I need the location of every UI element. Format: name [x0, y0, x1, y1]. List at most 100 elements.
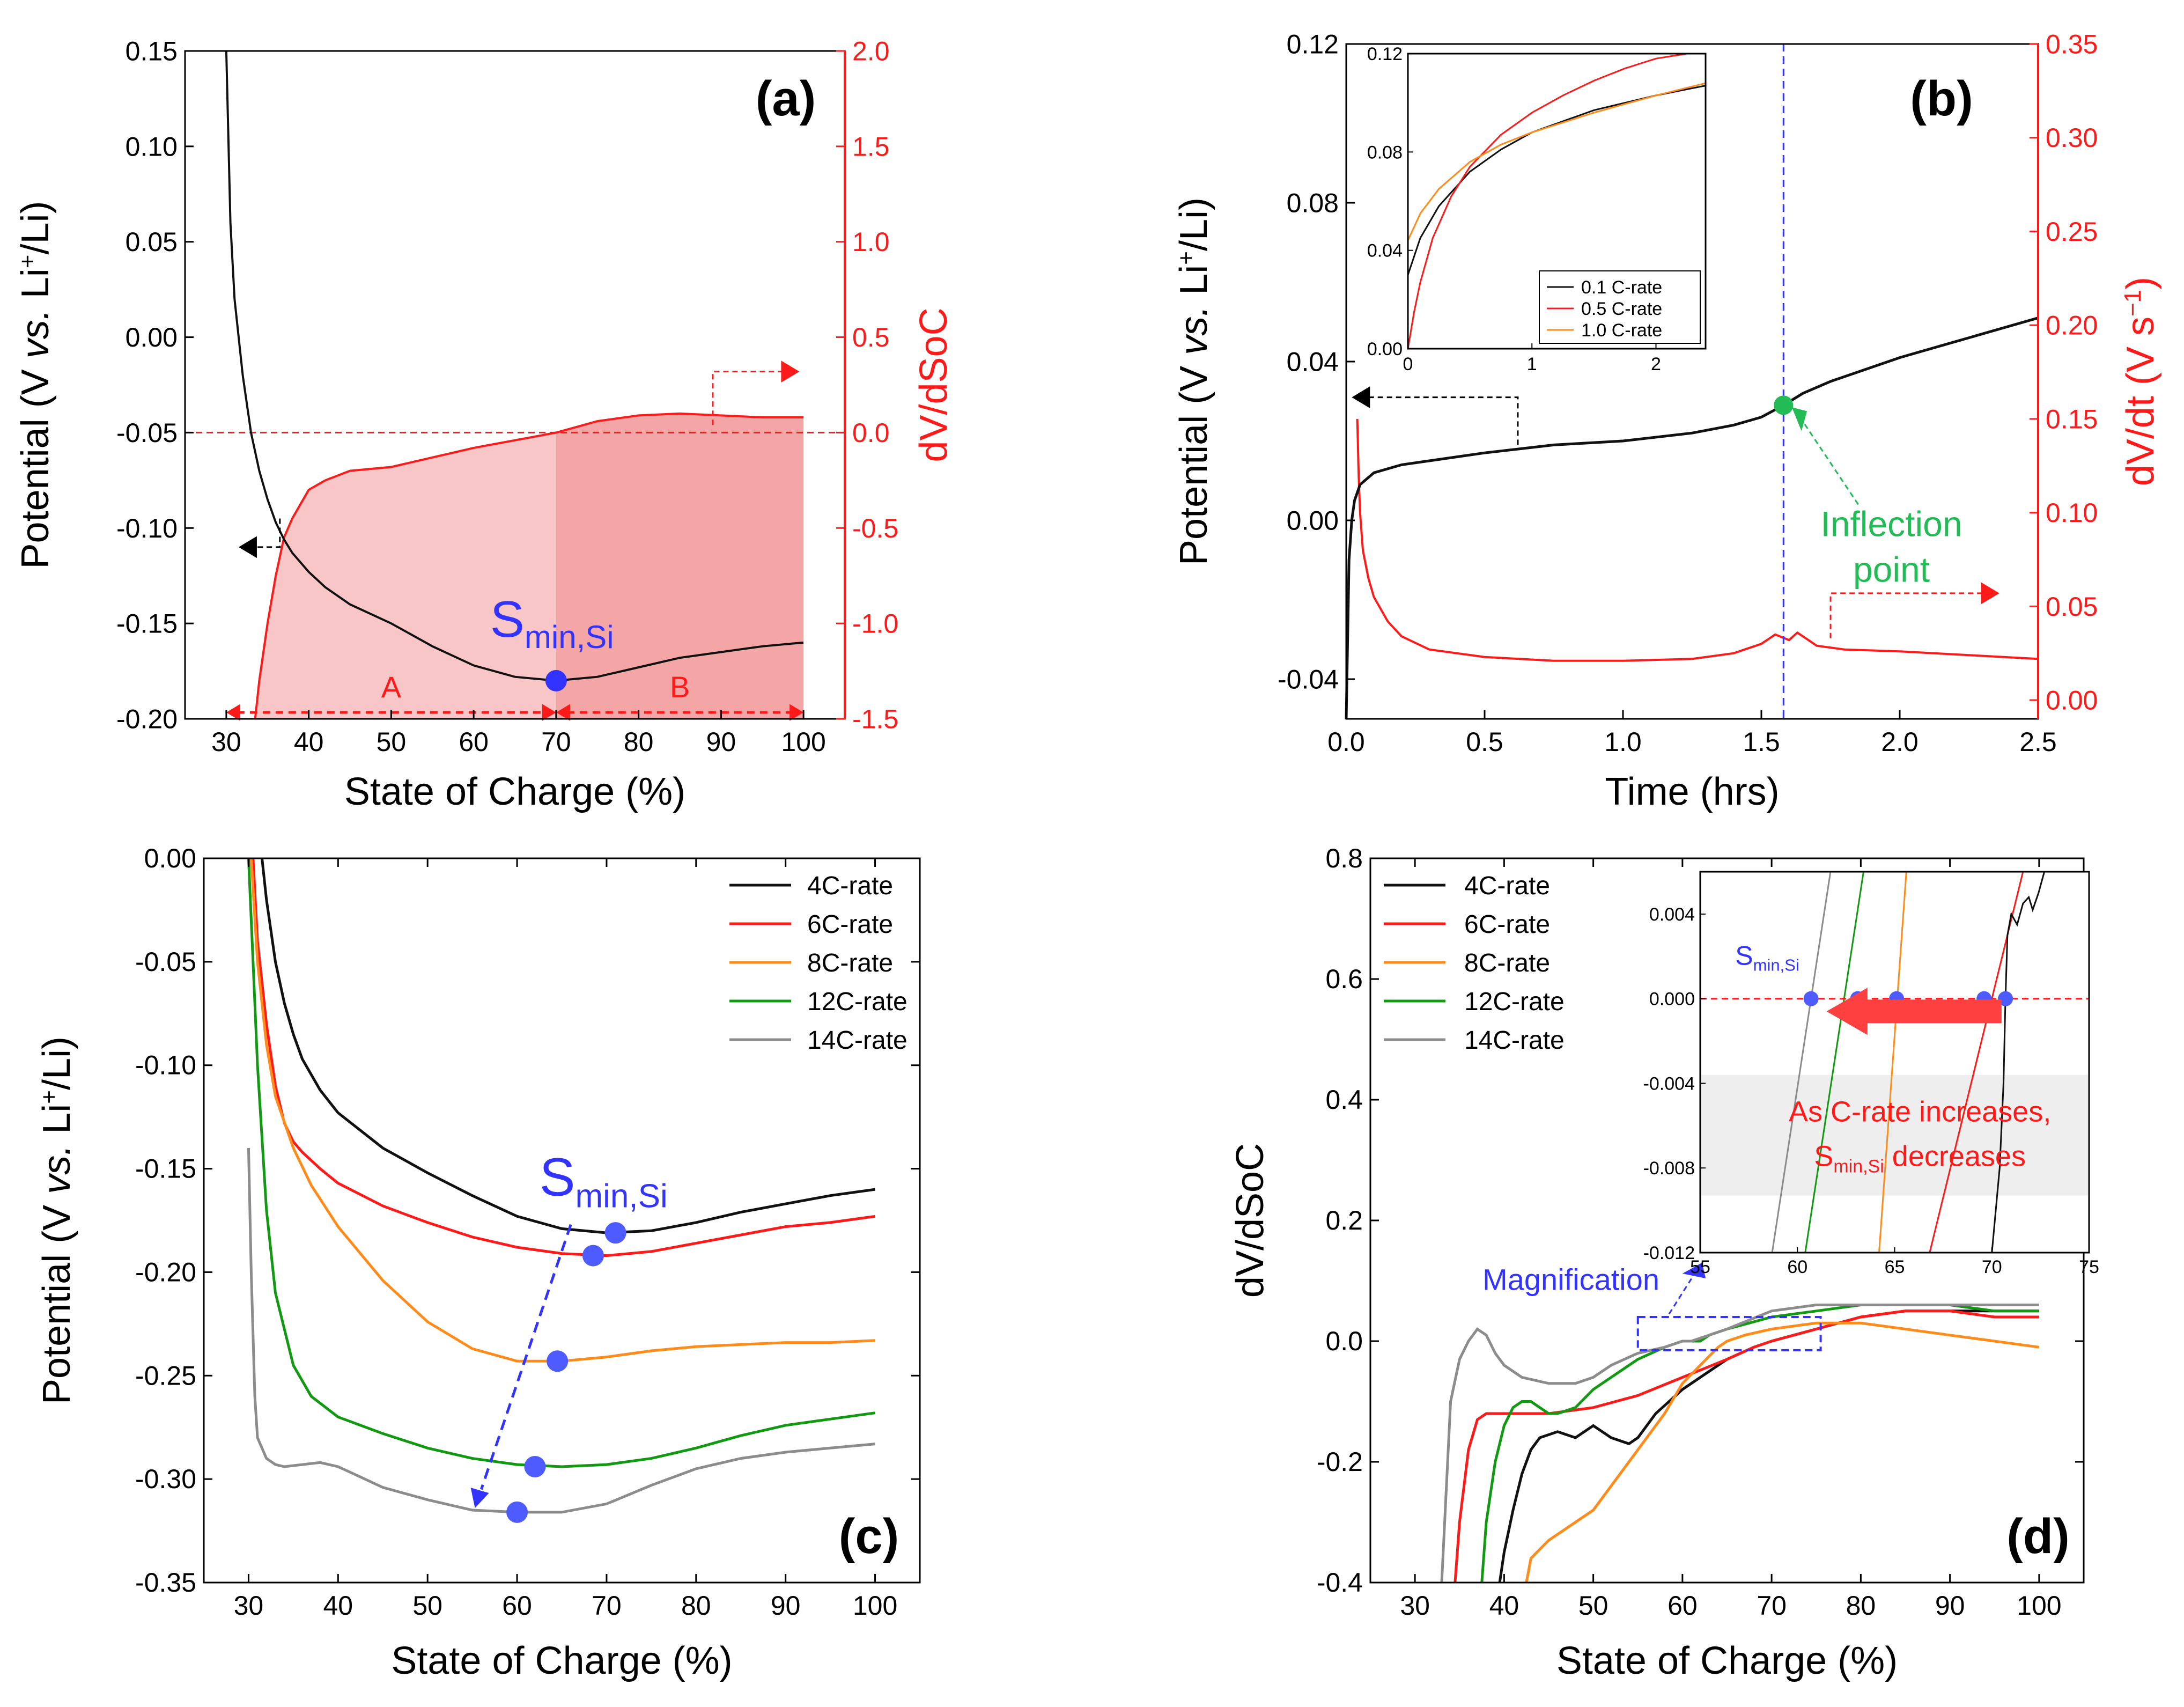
- legend-label: 6C-rate: [1464, 910, 1550, 939]
- smin-s: S: [1735, 941, 1753, 971]
- x-label: 70: [1757, 1591, 1787, 1621]
- panel-c: Smin,Si 30 40 50 60 70 80 90 100 0.00 -0.05 -0.10 -0…: [35, 843, 921, 1682]
- y-tick-label: -0.10: [135, 1050, 196, 1080]
- y-axis-title: Potential (V vs. Li+/Li): [35, 1036, 78, 1404]
- y-tick-label: 0.4: [1325, 1085, 1363, 1115]
- panel-c-frame: [203, 857, 921, 1584]
- series-line: [249, 858, 875, 1363]
- panel-label: (a): [756, 71, 816, 126]
- series-line: [252, 858, 875, 1257]
- inset-note-band: [1701, 1075, 2088, 1196]
- x-tick-label: 2.5: [2019, 727, 2057, 757]
- y-left-label: 0.12: [1287, 30, 1339, 60]
- inset-note-line2: Smin,Si decreases: [1814, 1140, 2026, 1176]
- inflection-arrow: [1796, 413, 1859, 505]
- x-label: 40: [1489, 1591, 1519, 1621]
- ylabel-part: Li: [35, 1104, 78, 1145]
- x-tick-label: 1.0: [1604, 727, 1642, 757]
- y-axis-title-left: Potential (V vs. Li+/Li): [1172, 197, 1215, 565]
- y-tick-label: -0.35: [135, 1568, 196, 1598]
- series-line: [247, 1147, 875, 1514]
- inset-legend-label: 1.0 C-rate: [1581, 320, 1662, 341]
- y-axis-title-left: Potential (V vs. Li+/Li): [14, 201, 57, 569]
- y-left-label: 0.04: [1287, 347, 1339, 377]
- y-right-label: -1.5: [852, 704, 898, 734]
- panel-label: (c): [839, 1509, 899, 1564]
- x-tick-label: 30: [211, 727, 241, 757]
- ylabel-part: Potential (V: [35, 1194, 78, 1404]
- smin-point: [604, 1222, 626, 1244]
- y-tick-label: 0.2: [1325, 1205, 1363, 1235]
- x-label: 100: [2017, 1591, 2061, 1621]
- x-tick-label: 0.5: [1466, 727, 1503, 757]
- x-label: 100: [853, 1591, 897, 1621]
- inset-y-tick-label: 0.04: [1367, 241, 1403, 261]
- x-label: 80: [1846, 1591, 1876, 1621]
- potential-line: [1345, 317, 2039, 719]
- y-tick-label: -0.20: [135, 1257, 196, 1287]
- inset-x-tick-label: 65: [1885, 1257, 1905, 1277]
- inset-trend-arrowhead: [1826, 988, 1868, 1035]
- legend-label: 6C-rate: [807, 910, 893, 939]
- y-right-label: -1.0: [852, 609, 898, 639]
- y-right-label: 0.00: [2046, 686, 2098, 716]
- legend-label: 8C-rate: [1464, 949, 1550, 977]
- ylabel-part: vs.: [14, 309, 57, 358]
- x-label: 30: [1400, 1591, 1430, 1621]
- y-right-label: 2.0: [852, 36, 890, 67]
- inset-legend-label: 0.1 C-rate: [1581, 277, 1662, 298]
- region-a-fill: [255, 432, 556, 719]
- left-axis-indicator: [1366, 396, 1519, 445]
- x-axis-title: State of Charge (%): [1556, 1639, 1898, 1682]
- region-b-fill: [556, 413, 804, 719]
- y-right-label: 0.0: [852, 418, 890, 448]
- series-line: [261, 858, 875, 1234]
- legend-label: 4C-rate: [807, 872, 893, 900]
- y-right-label: 0.10: [2046, 498, 2098, 528]
- inset-smin-point: [1998, 991, 2013, 1006]
- ylabel-part: ): [2119, 277, 2162, 290]
- inflection-arrowhead: [1791, 407, 1807, 431]
- x-tick-label: 1.5: [1743, 727, 1780, 757]
- y-tick-label: 0.0: [1325, 1326, 1363, 1356]
- y-right-label: 1.5: [852, 131, 890, 161]
- left-axis-indicator-head: [238, 536, 257, 558]
- ylabel-part: Li: [14, 268, 57, 309]
- ylabel-part: −1: [2120, 290, 2146, 317]
- ylabel-part: Potential (V: [1172, 355, 1215, 565]
- region-b-label: B: [670, 670, 690, 704]
- inset-y-tick-label: 0.004: [1649, 904, 1695, 925]
- smin-label: Smin,Si: [490, 591, 614, 655]
- smin-s: S: [540, 1147, 575, 1208]
- y-left-label: 0.08: [1287, 188, 1339, 218]
- inset-line: [1408, 54, 1687, 349]
- y-right-label: 0.15: [2046, 404, 2098, 434]
- panel-label: (b): [1910, 71, 1973, 126]
- y-left-label: -0.20: [116, 704, 178, 734]
- region-b-arrowhead-right: [790, 704, 804, 721]
- potential-line: [225, 50, 804, 682]
- x-axis-title: Time (hrs): [1605, 770, 1779, 813]
- magnification-arrowhead: [1682, 1262, 1706, 1278]
- inflection-label-1: Inflection: [1820, 504, 1962, 544]
- series-line: [1440, 1304, 2039, 1583]
- smin-sub: min,Si: [575, 1178, 667, 1215]
- y-left-label: -0.04: [1278, 665, 1339, 695]
- series-line: [1525, 1321, 2040, 1583]
- x-label: 50: [412, 1591, 442, 1621]
- inset-line: [1408, 82, 1706, 241]
- y-axis-title-right: dV/dSoC: [912, 307, 955, 462]
- y-left-label: -0.15: [116, 609, 178, 639]
- ylabel-part: +: [1173, 251, 1199, 265]
- legend-label: 14C-rate: [807, 1026, 907, 1055]
- ylabel-part: /Li): [35, 1036, 78, 1090]
- x-label: 60: [1667, 1591, 1698, 1621]
- y-tick-label: 0.6: [1325, 964, 1363, 994]
- legend-label: 8C-rate: [807, 949, 893, 977]
- dv-dt-line: [1356, 418, 2039, 662]
- inset-trend-arrow-body: [1865, 999, 2002, 1024]
- ylabel-part: /Li): [1172, 197, 1215, 251]
- y-left-label: 0.00: [1287, 506, 1339, 536]
- right-axis-indicator-head: [1981, 582, 1999, 605]
- inset-x-tick-label: 0: [1403, 354, 1413, 374]
